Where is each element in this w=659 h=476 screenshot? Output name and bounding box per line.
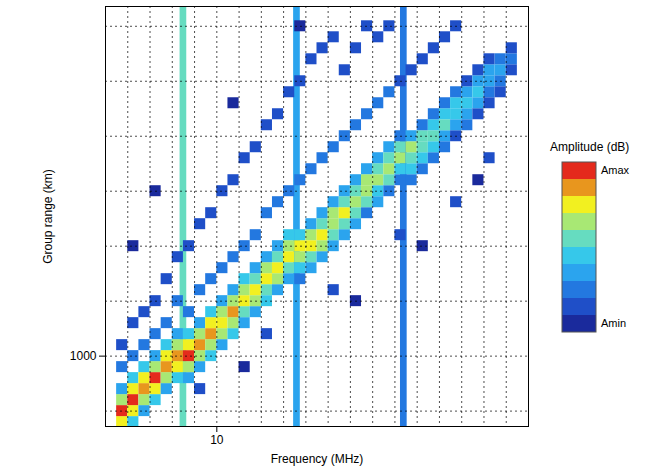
html-text:Amplitude (dB): Amplitude (dB)	[550, 140, 630, 154]
svg-text:Group range (km): Group range (km)	[41, 169, 55, 264]
svg-text:10: 10	[210, 433, 224, 447]
svg-text:Amin: Amin	[601, 317, 626, 329]
svg-text:1000: 1000	[70, 349, 97, 363]
svg-text:Amax: Amax	[601, 164, 630, 176]
svg-text:Frequency (MHz): Frequency (MHz)	[271, 452, 364, 466]
